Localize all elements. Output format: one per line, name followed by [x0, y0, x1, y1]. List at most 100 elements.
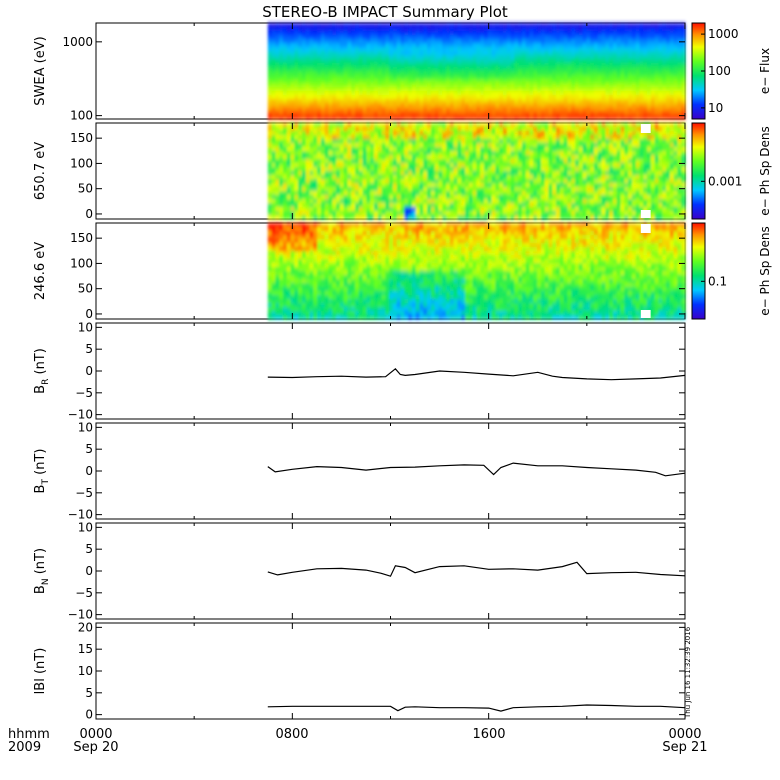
heatmap-cell: [487, 207, 493, 212]
heatmap-cell: [502, 103, 508, 108]
heatmap-cell: [540, 163, 546, 168]
heatmap-cell: [400, 43, 405, 48]
heatmap-cell: [476, 75, 481, 80]
heatmap-cell: [381, 95, 386, 100]
heatmap-cell: [381, 123, 386, 128]
heatmap-cell: [495, 55, 500, 60]
heatmap-cell: [309, 211, 314, 216]
heatmap-cell: [533, 159, 538, 164]
heatmap-cell: [449, 63, 455, 68]
heatmap-cell: [320, 215, 326, 220]
heatmap-cell: [324, 151, 330, 156]
heatmap-cell: [423, 103, 428, 108]
heatmap-cell: [586, 95, 591, 100]
heatmap-cell: [483, 55, 489, 60]
heatmap-cell: [510, 207, 515, 212]
heatmap-cell: [313, 139, 318, 144]
heatmap-cell: [332, 35, 337, 40]
heatmap-cell: [529, 171, 534, 176]
heatmap-cell: [647, 47, 652, 52]
heatmap-cell: [502, 31, 508, 36]
heatmap-cell: [502, 163, 508, 168]
heatmap-cell: [438, 159, 443, 164]
heatmap-cell: [578, 47, 584, 52]
heatmap-cell: [620, 123, 625, 128]
heatmap-cell: [385, 199, 390, 204]
heatmap-cell: [267, 183, 273, 188]
heatmap-cell: [552, 79, 557, 84]
heatmap-cell: [320, 147, 326, 152]
heatmap-cell: [468, 179, 474, 184]
heatmap-cell: [529, 183, 534, 188]
heatmap-cell: [461, 131, 466, 136]
heatmap-cell: [578, 179, 584, 184]
heatmap-cell: [647, 107, 652, 112]
heatmap-cell: [514, 55, 519, 60]
heatmap-cell: [279, 95, 284, 100]
heatmap-cell: [279, 143, 284, 148]
colorbar-pad650: [691, 122, 706, 220]
heatmap-cell: [476, 179, 481, 184]
heatmap-cell: [400, 71, 405, 76]
heatmap-cell: [552, 183, 557, 188]
heatmap-cell: [605, 183, 610, 188]
heatmap-cell: [499, 111, 504, 116]
heatmap-cell: [427, 99, 432, 104]
heatmap-cell: [324, 99, 330, 104]
heatmap-cell: [457, 95, 462, 100]
heatmap-cell: [537, 179, 542, 184]
heatmap-cell: [309, 107, 314, 112]
heatmap-cell: [358, 131, 364, 136]
heatmap-cell: [605, 175, 610, 180]
heatmap-cell: [286, 155, 292, 160]
heatmap-cell: [449, 151, 455, 156]
heatmap-cell: [396, 103, 402, 108]
heatmap-cell: [518, 99, 523, 104]
heatmap-cell: [301, 115, 307, 120]
heatmap-cell: [305, 215, 311, 220]
heatmap-cell: [521, 131, 527, 136]
heatmap-cell: [499, 59, 504, 64]
heatmap-cell: [559, 111, 565, 116]
heatmap-cell: [612, 95, 618, 100]
heatmap-cell: [404, 67, 409, 72]
heatmap-cell: [309, 51, 314, 56]
heatmap-cell: [616, 31, 622, 36]
heatmap-cell: [575, 195, 580, 200]
heatmap-cell: [347, 171, 352, 176]
heatmap-cell: [559, 195, 565, 200]
heatmap-cell: [275, 135, 280, 140]
heatmap-cell: [419, 95, 424, 100]
heatmap-cell: [305, 55, 311, 60]
heatmap-cell: [514, 79, 519, 84]
heatmap-cell: [408, 135, 413, 140]
heatmap-cell: [582, 31, 587, 36]
heatmap-cell: [571, 55, 576, 60]
heatmap-cell: [605, 131, 610, 136]
heatmap-cell: [339, 203, 345, 208]
heatmap-cell: [351, 47, 356, 52]
heatmap-cell: [624, 75, 629, 80]
heatmap-cell: [620, 139, 625, 144]
heatmap-cell: [540, 39, 546, 44]
heatmap-cell: [537, 47, 542, 52]
heatmap-cell: [590, 155, 595, 160]
heatmap-cell: [385, 107, 390, 112]
heatmap-cell: [624, 143, 629, 148]
heatmap-cell: [343, 167, 349, 172]
heatmap-cell: [491, 115, 496, 120]
heatmap-cell: [578, 139, 584, 144]
heatmap-cell: [343, 115, 349, 120]
heatmap-cell: [362, 127, 367, 132]
heatmap-cell: [635, 63, 641, 68]
heatmap-cell: [415, 75, 421, 80]
heatmap-cell: [612, 67, 618, 72]
heatmap-cell: [449, 95, 455, 100]
heatmap-cell: [552, 75, 557, 80]
heatmap-cell: [616, 71, 622, 76]
heatmap-cell: [586, 159, 591, 164]
heatmap-cell: [476, 115, 481, 120]
heatmap-cell: [578, 71, 584, 76]
heatmap-cell: [453, 207, 459, 212]
heatmap-cell: [620, 175, 625, 180]
